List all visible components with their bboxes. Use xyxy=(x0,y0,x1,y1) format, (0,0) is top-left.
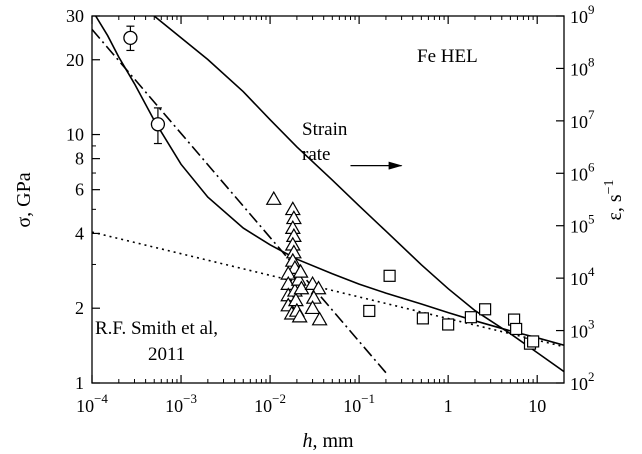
x-tick-label: 10−4 xyxy=(76,391,108,416)
right-tick-label: 105 xyxy=(570,212,595,237)
plot-frame xyxy=(91,15,565,384)
triangle-point xyxy=(304,299,321,315)
right-tick-exp: 8 xyxy=(588,54,595,69)
x-axis-ticks: 10−4 10−3 10−2 10−1 1 10 xyxy=(76,16,565,416)
right-tick-exp: 9 xyxy=(588,2,595,17)
right-tick-exp: 6 xyxy=(588,159,595,174)
right-tick-label: 107 xyxy=(570,107,595,132)
square-point xyxy=(363,304,376,318)
right-tick-base: 10 xyxy=(570,269,588,289)
square-point xyxy=(464,311,477,324)
x-tick-base: 10 xyxy=(343,396,361,416)
right-tick-base: 10 xyxy=(570,164,588,184)
x-tick-exp: −1 xyxy=(361,391,375,406)
right-axis-label-sup: −1 xyxy=(602,179,617,194)
left-axis-label: σ, GPa xyxy=(13,172,35,227)
circle-point xyxy=(123,30,138,46)
x-tick-base: 10 xyxy=(165,396,183,416)
x-tick-exp: −2 xyxy=(272,391,286,406)
x-tick-label: 10−3 xyxy=(165,391,197,416)
right-tick-base: 10 xyxy=(570,217,588,237)
x-axis-label-unit: , mm xyxy=(312,430,354,452)
left-tick-label: 8 xyxy=(75,149,84,169)
left-tick-label: 1 xyxy=(75,373,84,393)
left-tick-label: 6 xyxy=(75,180,84,200)
left-tick-label: 20 xyxy=(66,50,84,70)
right-tick-exp: 5 xyxy=(588,212,595,227)
dashdot-curve xyxy=(92,28,387,374)
triangle-point xyxy=(311,311,328,326)
x-tick-label: 10 xyxy=(528,396,546,416)
triangle-point xyxy=(265,190,282,205)
square-point xyxy=(442,318,455,331)
annotation-smith-year: 2011 xyxy=(148,344,185,365)
square-point xyxy=(416,312,429,325)
x-axis-label: h, mm xyxy=(302,430,354,452)
right-tick-label: 106 xyxy=(570,159,595,184)
x-tick-label: 1 xyxy=(444,396,453,416)
x-tick-exp: −3 xyxy=(183,391,197,406)
right-tick-label: 103 xyxy=(570,317,595,342)
circle-point xyxy=(150,117,166,132)
right-tick-label: 104 xyxy=(570,264,595,289)
x-tick-label: 10−2 xyxy=(254,391,286,416)
right-tick-exp: 2 xyxy=(588,369,595,384)
annotation-rate: rate xyxy=(302,144,330,165)
right-tick-label: 102 xyxy=(570,369,595,394)
left-tick-label: 4 xyxy=(75,223,84,243)
x-tick-base: 10 xyxy=(76,396,94,416)
points-group xyxy=(123,25,540,350)
right-tick-label: 109 xyxy=(570,2,595,27)
right-tick-base: 10 xyxy=(570,374,588,394)
left-tick-label: 10 xyxy=(66,125,84,145)
annotation-strain: Strain xyxy=(302,119,348,140)
right-tick-exp: 7 xyxy=(588,107,595,122)
left-tick-label: 30 xyxy=(66,6,84,26)
right-tick-label: 108 xyxy=(570,54,595,79)
square-point xyxy=(383,269,396,282)
right-axis-label: ε, s−1 xyxy=(602,179,626,220)
right-tick-exp: 3 xyxy=(588,317,595,332)
triangle-point xyxy=(292,263,309,278)
annotation-fe-hel: Fe HEL xyxy=(417,46,478,67)
square-point xyxy=(479,303,492,316)
x-axis-label-var: h xyxy=(302,430,312,452)
right-tick-base: 10 xyxy=(570,59,588,79)
right-axis-label-main: ε, s xyxy=(604,194,626,220)
triangle-point xyxy=(291,308,308,323)
solid-curve xyxy=(95,16,564,346)
annotation-smith: R.F. Smith et al, xyxy=(95,318,218,339)
x-tick-exp: −4 xyxy=(94,391,108,406)
left-tick-label: 2 xyxy=(75,298,84,318)
square-point xyxy=(527,335,540,348)
x-tick-label: 10−1 xyxy=(343,391,375,416)
solid-curve-strain-rate xyxy=(153,16,564,373)
square-point xyxy=(510,322,523,336)
triangle-point xyxy=(310,280,327,295)
right-tick-base: 10 xyxy=(570,322,588,342)
x-tick-base: 10 xyxy=(254,396,272,416)
triangle-point xyxy=(293,280,310,295)
right-tick-base: 10 xyxy=(570,112,588,132)
right-tick-exp: 4 xyxy=(588,264,595,279)
right-tick-base: 10 xyxy=(570,7,588,27)
